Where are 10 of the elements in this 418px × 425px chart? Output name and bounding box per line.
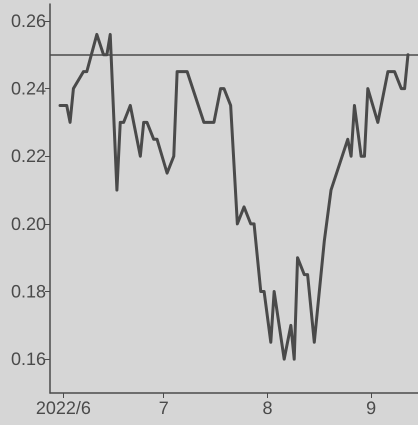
y-tick-label: 0.26 xyxy=(10,10,46,31)
y-tick-label: 0.20 xyxy=(10,214,46,234)
y-tick-label: 0.24 xyxy=(10,78,46,99)
y-tick-label: 0.22 xyxy=(10,146,46,166)
x-tick-label: 8 xyxy=(262,398,272,418)
x-tick-label: 2022/6 xyxy=(36,398,91,418)
y-tick-label: 0.16 xyxy=(10,349,46,370)
x-tick-label: 9 xyxy=(366,398,376,418)
x-tick-label: 7 xyxy=(158,398,169,418)
y-tick-label: 0.18 xyxy=(10,282,46,302)
